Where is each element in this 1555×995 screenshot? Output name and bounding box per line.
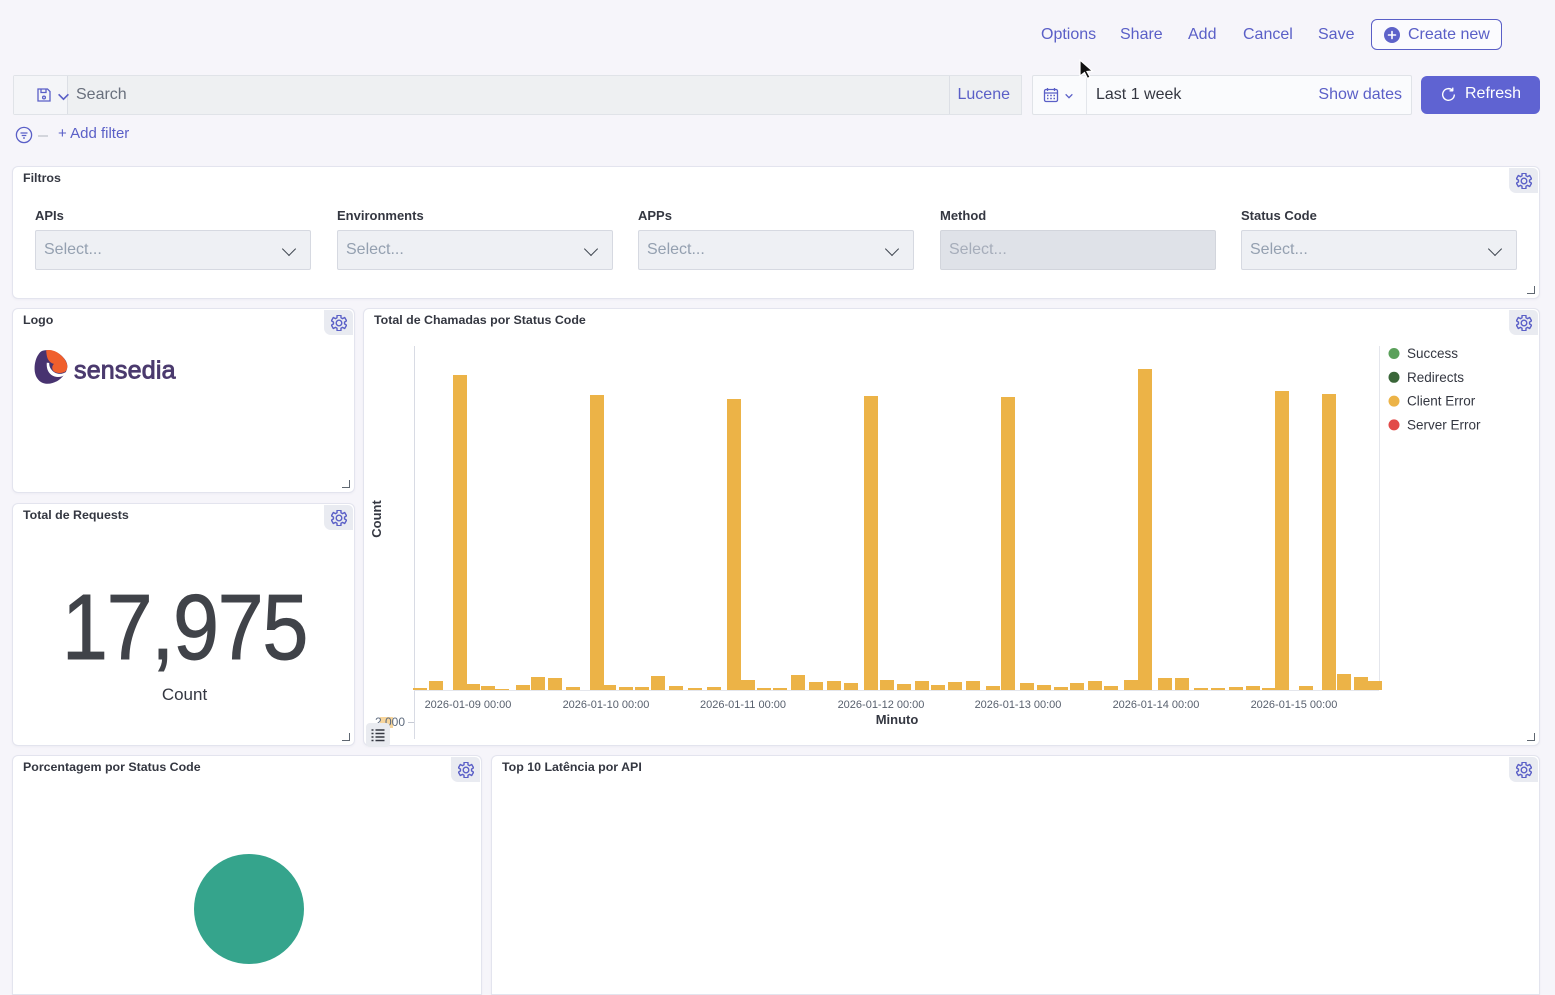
svg-text:2026-01-12 00:00: 2026-01-12 00:00 xyxy=(838,699,925,711)
svg-text:Minuto: Minuto xyxy=(876,712,919,727)
svg-text:Redirects: Redirects xyxy=(1407,370,1464,385)
svg-text:Server Error: Server Error xyxy=(1407,417,1481,432)
svg-text:2026-01-11 00:00: 2026-01-11 00:00 xyxy=(700,699,786,711)
svg-text:sensedia: sensedia xyxy=(74,357,176,385)
svg-text:Count: Count xyxy=(369,500,384,538)
svg-text:Success: Success xyxy=(1407,346,1458,361)
svg-text:Client Error: Client Error xyxy=(1407,394,1476,409)
svg-text:2026-01-15 00:00: 2026-01-15 00:00 xyxy=(1251,699,1338,711)
svg-text:2026-01-13 00:00: 2026-01-13 00:00 xyxy=(975,699,1062,711)
svg-text:2026-01-10 00:00: 2026-01-10 00:00 xyxy=(563,699,650,711)
svg-text:2026-01-14 00:00: 2026-01-14 00:00 xyxy=(1113,699,1200,711)
svg-text:2026-01-09 00:00: 2026-01-09 00:00 xyxy=(425,699,512,711)
